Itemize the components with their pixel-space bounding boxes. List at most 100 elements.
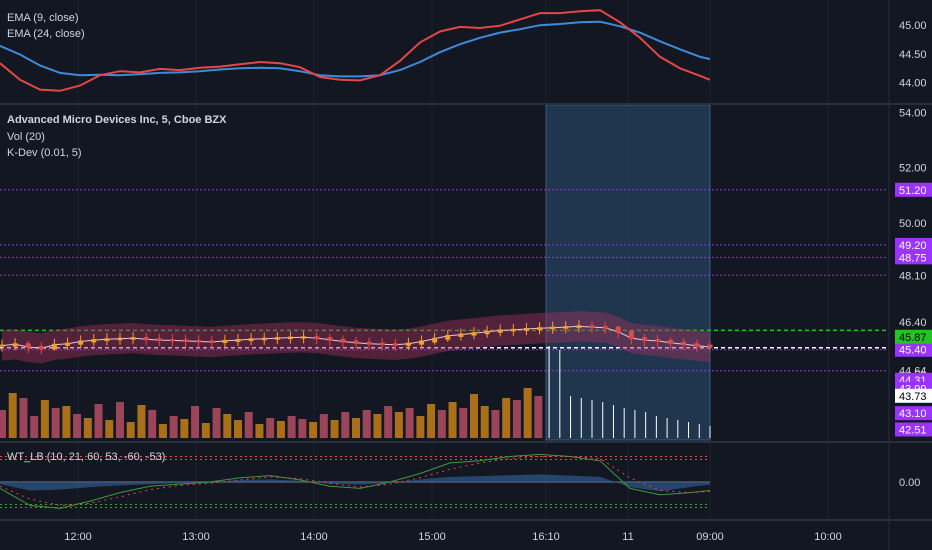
candle-body	[12, 343, 18, 347]
time-tick-label: 10:00	[814, 531, 842, 543]
volume-bar	[341, 412, 350, 438]
time-axis: 12:00 13:00 14:00 15:00 16:10 11 09:00 10:00	[64, 531, 842, 543]
volume-bar	[244, 412, 253, 438]
volume-bar	[394, 412, 403, 438]
ema9-legend: EMA (9, close)	[7, 12, 79, 24]
ema-series-line	[0, 9, 711, 92]
candle-body	[209, 340, 215, 344]
candle-body	[668, 339, 674, 344]
candle-body	[91, 339, 97, 343]
candle-body	[694, 343, 700, 347]
level-badge-label: 49.20	[899, 240, 927, 252]
volume-bar	[330, 420, 339, 438]
candle-body	[340, 338, 346, 343]
kdev-legend: K-Dev (0.01, 5)	[7, 147, 82, 159]
candle-body	[261, 337, 267, 341]
volume-bar	[62, 406, 71, 438]
volume-bar	[212, 408, 221, 438]
volume-bar	[287, 416, 296, 438]
candle-body	[222, 339, 228, 344]
volume-bar	[137, 405, 146, 438]
candle-body	[51, 343, 57, 350]
volume-bar	[255, 424, 264, 438]
candle-body	[641, 337, 647, 342]
volume-bar	[180, 419, 189, 438]
volume-bar	[459, 408, 468, 438]
candle-body	[196, 339, 202, 343]
volume-panel[interactable]	[0, 346, 711, 438]
candle-body	[65, 342, 71, 346]
volume-bar	[373, 414, 382, 438]
candle-body	[0, 344, 5, 347]
volume-bar	[8, 393, 17, 438]
volume-bar	[191, 406, 200, 438]
price-panel[interactable]	[0, 189, 888, 372]
level-badge	[895, 406, 932, 421]
candle-body	[169, 339, 175, 342]
level-badge	[895, 422, 932, 437]
current-price-badge	[895, 329, 932, 344]
ema-panel[interactable]	[0, 9, 711, 92]
candle-body	[248, 338, 254, 342]
candle-body	[366, 341, 372, 345]
candle-body	[563, 326, 569, 329]
candle-body	[707, 344, 713, 348]
level-badge	[895, 237, 932, 252]
candle-body	[130, 337, 136, 340]
price-tick-label: 54.00	[899, 108, 927, 120]
candle-body	[183, 339, 189, 342]
volume-bar	[512, 400, 521, 438]
highlight-zone	[545, 104, 711, 441]
volume-value-badge	[895, 388, 932, 403]
level-badge	[895, 182, 932, 197]
time-tick-label: 16:10	[532, 531, 560, 543]
ema24-legend: EMA (24, close)	[7, 28, 85, 40]
wt-legend: WT_LB (10, 21, 60, 53, -60, -53)	[7, 451, 165, 463]
volume-bar	[51, 408, 60, 438]
candle-body	[445, 334, 451, 340]
candle-body	[287, 336, 293, 340]
volume-bar	[94, 404, 103, 438]
current-price-label: 45.87	[899, 332, 927, 344]
level-badge	[895, 250, 932, 265]
candle-body	[484, 330, 490, 335]
volume-bar	[491, 410, 500, 438]
volume-bar	[309, 422, 318, 438]
oscillator-panel[interactable]	[0, 453, 711, 509]
highlight-zone-layer	[545, 104, 711, 441]
price-axis: 45.00 44.50 44.00 54.00 52.00 50.00 48.10 46.40…	[895, 20, 932, 489]
candle-body	[602, 326, 608, 329]
price-tick-label: 48.10	[899, 270, 927, 282]
level-badge-label: 51.20	[899, 185, 927, 197]
candle-body	[117, 337, 123, 341]
level-badge-label: 45.40	[899, 345, 927, 357]
candle-body	[78, 340, 84, 345]
ema-tick-label: 44.00	[899, 78, 927, 90]
volume-bar	[169, 416, 178, 438]
volume-bar	[30, 416, 39, 438]
volume-bar	[523, 388, 532, 438]
candle-body	[405, 342, 411, 346]
volume-bar	[158, 424, 167, 438]
volume-bar	[502, 398, 511, 438]
volume-bar	[362, 410, 371, 438]
candle-body	[681, 341, 687, 346]
volume-bar	[0, 410, 6, 438]
volume-bar	[234, 420, 242, 438]
volume-bar	[105, 420, 114, 438]
volume-bar	[416, 416, 425, 438]
candle-body	[314, 336, 320, 340]
volume-bar	[427, 404, 436, 438]
osc-tick-label: 0.00	[899, 477, 920, 489]
volume-bar	[470, 394, 478, 438]
time-tick-label: 09:00	[696, 531, 724, 543]
volume-bar	[534, 396, 543, 438]
ema-tick-label: 45.00	[899, 20, 927, 32]
level-badge-label: 43.10	[899, 408, 927, 420]
volume-value-label: 43.73	[899, 391, 927, 403]
volume-bar	[19, 398, 28, 438]
osc-series-line	[0, 456, 711, 506]
volume-bar	[480, 406, 489, 438]
